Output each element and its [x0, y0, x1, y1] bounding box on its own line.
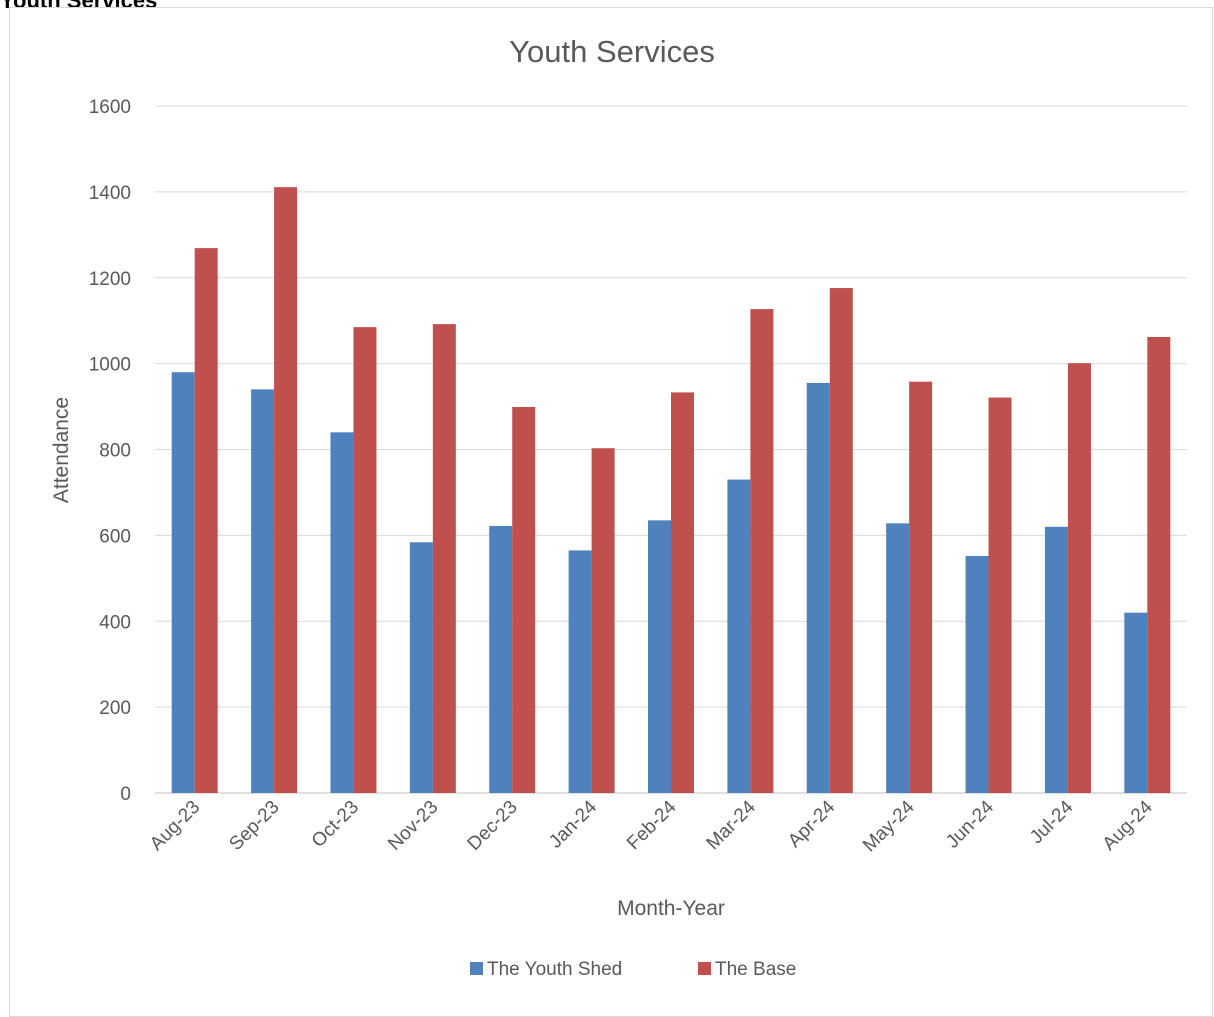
bar-the-youth-shed [330, 432, 354, 793]
y-axis-title: Attendance [50, 397, 73, 503]
y-tick-label: 600 [99, 526, 131, 547]
bar-the-base [194, 248, 218, 794]
legend-label: The Base [715, 959, 796, 980]
bar-the-base [274, 187, 298, 794]
bars [171, 187, 1171, 794]
bar-the-base [432, 324, 456, 793]
legend-swatch [470, 962, 483, 975]
y-axis-ticks: 0 200 400 600 800 1000 1200 1400 1600 [89, 97, 131, 805]
legend: The Youth Shed The Base [470, 959, 796, 980]
legend-swatch [698, 962, 711, 975]
bar-the-youth-shed [727, 479, 751, 793]
x-tick-label: Oct-23 [308, 797, 363, 852]
bar-the-youth-shed [648, 520, 671, 793]
bar-the-base [829, 288, 853, 793]
x-tick-label: Aug-24 [1099, 796, 1157, 854]
bar-the-base [988, 397, 1012, 793]
bar-the-youth-shed [886, 523, 910, 793]
bar-the-youth-shed [409, 542, 433, 793]
y-tick-label: 1400 [89, 183, 131, 204]
bar-the-base [591, 448, 615, 793]
y-tick-label: 200 [99, 698, 131, 719]
bar-the-base [353, 327, 377, 793]
bar-the-base [671, 392, 694, 793]
x-axis-ticks: Aug-23 Sep-23 Oct-23 Nov-23 Dec-23 Jan-24 Feb-… [146, 796, 1157, 856]
bar-the-base [750, 309, 774, 793]
x-tick-label: May-24 [859, 796, 919, 856]
bar-the-youth-shed [965, 555, 989, 793]
legend-item: The Base [698, 959, 796, 980]
bar-the-youth-shed [1044, 526, 1068, 793]
bar-the-youth-shed [489, 525, 513, 793]
chart-title: Youth Services [509, 34, 715, 69]
bar-the-youth-shed [1124, 612, 1148, 793]
y-tick-label: 1200 [89, 269, 131, 290]
x-tick-label: Jun-24 [942, 796, 998, 852]
x-tick-label: Feb-24 [623, 796, 681, 854]
x-tick-label: Mar-24 [703, 796, 761, 854]
bar-the-youth-shed [251, 389, 275, 793]
bar-the-youth-shed [568, 550, 592, 793]
x-tick-label: Nov-23 [384, 797, 442, 855]
y-tick-label: 1600 [89, 97, 131, 118]
x-tick-label: Jan-24 [545, 796, 601, 852]
bar-the-youth-shed [806, 382, 830, 793]
y-tick-label: 0 [120, 784, 131, 805]
bar-the-base [1147, 337, 1171, 793]
legend-label: The Youth Shed [487, 959, 622, 980]
legend-item: The Youth Shed [470, 959, 622, 980]
bar-the-youth-shed [171, 372, 195, 793]
x-tick-label: Apr-24 [784, 796, 839, 851]
x-tick-label: Sep-23 [225, 797, 283, 855]
y-tick-label: 800 [99, 441, 131, 462]
bar-the-base [909, 381, 933, 793]
x-tick-label: Dec-23 [464, 797, 522, 855]
bar-the-base [1067, 363, 1091, 793]
x-tick-label: Jul-24 [1026, 796, 1078, 848]
y-tick-label: 1000 [89, 355, 131, 376]
x-tick-label: Aug-23 [146, 797, 204, 855]
x-axis-title: Month-Year [617, 897, 725, 920]
bar-the-base [512, 406, 536, 793]
y-tick-label: 400 [99, 612, 131, 633]
